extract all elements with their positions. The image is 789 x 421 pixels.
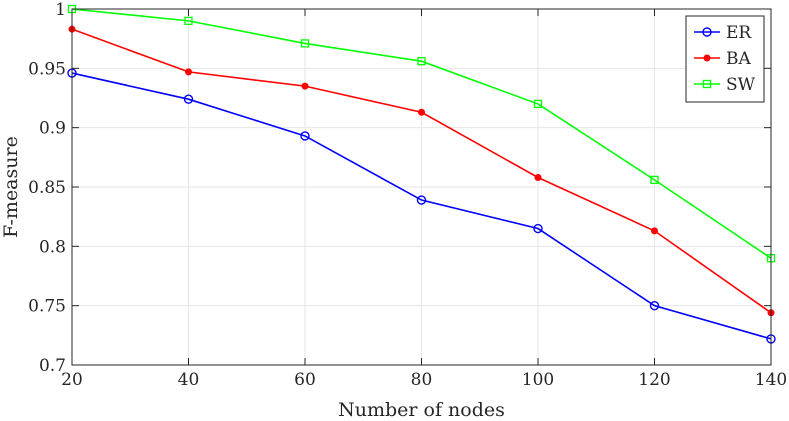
data-point-er: [416, 195, 427, 205]
x-tick-label: 120: [638, 370, 670, 390]
data-point-ba: [185, 68, 192, 76]
y-axis-label: F-measure: [0, 136, 22, 238]
y-tick-label: 0.85: [28, 178, 66, 198]
legend-marker-sw: [702, 79, 712, 89]
legend-marker-er: [702, 27, 712, 37]
data-point-sw: [533, 99, 543, 109]
series-line-sw: [71, 8, 772, 259]
data-point-ba: [534, 174, 542, 182]
y-tick-label: 0.9: [39, 119, 66, 139]
data-point-er: [183, 94, 194, 104]
grid: [72, 9, 771, 365]
legend-label-sw: SW: [726, 75, 756, 95]
legend-marker-ba: [703, 54, 711, 62]
x-axis-label: Number of nodes: [338, 399, 505, 421]
legend-item-er: ER: [694, 23, 752, 43]
legend-label-ba: BA: [726, 49, 751, 69]
data-point-ba: [301, 82, 309, 90]
legend-box: [685, 15, 765, 103]
axis-ticks: 20 40 60 80 100 120 140 0.7 0.75 0.8 0.85 0.9 0.95 1: [28, 0, 787, 390]
data-point-sw: [300, 39, 310, 48]
y-tick-label: 0.75: [28, 297, 66, 317]
y-tick-label: 0.7: [39, 356, 66, 376]
x-tick-label: 80: [411, 370, 433, 390]
data-point-er: [649, 300, 660, 311]
y-tick-label: 0.8: [39, 237, 66, 257]
legend-label-er: ER: [726, 23, 752, 43]
x-tick-label: 140: [755, 370, 787, 390]
legend-item-ba: BA: [694, 49, 751, 69]
x-tick-label: 60: [294, 370, 316, 390]
y-tick-label: 1: [55, 0, 66, 20]
data-point-sw: [650, 175, 659, 185]
legend-item-sw: SW: [694, 75, 756, 95]
y-tick-label: 0.95: [28, 59, 66, 79]
data-point-sw: [417, 57, 426, 66]
data-point-er: [300, 131, 310, 141]
x-tick-label: 100: [522, 370, 554, 390]
data-point-er: [533, 223, 543, 234]
legend: ER BA SW: [685, 15, 765, 103]
series-line-er: [71, 72, 772, 340]
data-point-ba: [418, 108, 425, 116]
data-point-sw: [184, 16, 193, 26]
x-tick-label: 20: [61, 370, 83, 390]
x-tick-label: 40: [178, 370, 200, 390]
data-point-ba: [651, 227, 658, 235]
